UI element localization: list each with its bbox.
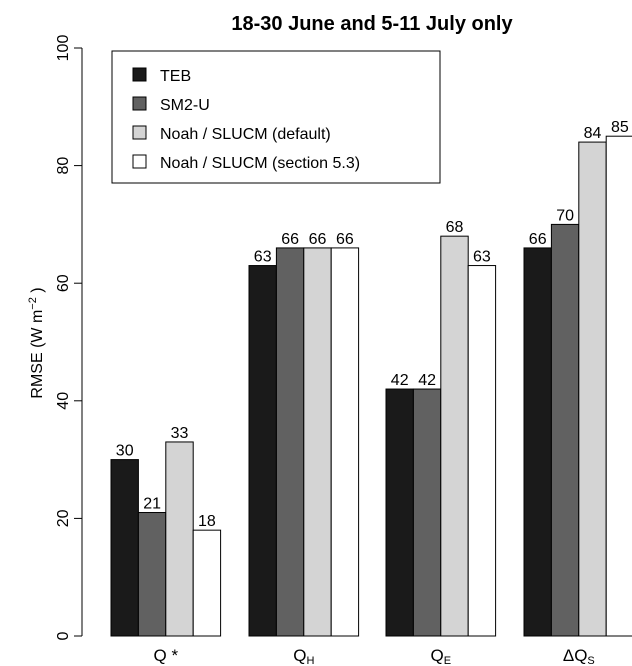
bar (578, 141, 607, 637)
x-category-label-sub: E (444, 655, 451, 666)
data-label: 30 (116, 443, 134, 460)
x-category-label-sub: H (306, 655, 314, 666)
legend-label: Noah / SLUCM (section 5.3) (160, 155, 360, 172)
x-category-label-sub: S (587, 655, 594, 666)
data-labels: 30 63 42 66 21 66 42 70 33 66 68 84 18 66 63 85 (116, 119, 629, 530)
data-label: 66 (281, 231, 299, 248)
legend-swatch (132, 96, 147, 111)
x-category-label-prefix: Δ (563, 646, 574, 665)
legend-swatch (132, 154, 147, 169)
y-tick-label: 60 (55, 274, 72, 292)
x-category-label: Q * (154, 646, 179, 665)
bar (412, 388, 442, 637)
bar (248, 265, 277, 637)
data-label: 85 (611, 119, 629, 136)
data-label: 68 (446, 219, 464, 236)
data-label: 42 (418, 372, 436, 389)
bar (440, 235, 469, 637)
legend-label: SM2-U (160, 97, 210, 114)
bar (385, 388, 414, 637)
y-axis: 0 20 40 60 80 100 (55, 35, 83, 640)
legend: TEB SM2-U Noah / SLUCM (default) Noah / SLU… (111, 50, 441, 184)
x-axis: Q * QH QE ΔQS (154, 646, 595, 666)
y-tick-label: 100 (55, 35, 72, 62)
bar (605, 135, 632, 637)
y-axis-label: RMSE (W m−2 ) (27, 287, 46, 398)
data-label: 66 (529, 231, 547, 248)
bar (330, 247, 360, 637)
data-label: 66 (336, 231, 354, 248)
bars (110, 135, 632, 637)
x-category-label-suffix: * (167, 646, 179, 665)
x-category-label-main: Q (574, 646, 587, 665)
data-label: 18 (198, 513, 216, 530)
x-category-label-main: Q (293, 646, 306, 665)
bar (550, 223, 580, 637)
legend-box (111, 50, 441, 184)
bar (467, 265, 497, 637)
y-tick-label: 20 (55, 509, 72, 527)
y-tick-label: 0 (55, 631, 72, 640)
x-category-label: ΔQS (563, 646, 595, 666)
data-label: 33 (171, 425, 189, 442)
bar (275, 247, 305, 637)
x-category-label-main: Q (154, 646, 167, 665)
y-tick-label: 80 (55, 157, 72, 175)
data-label: 63 (473, 249, 491, 266)
bar (303, 247, 332, 637)
y-tick-label: 40 (55, 392, 72, 410)
legend-label: Noah / SLUCM (default) (160, 126, 331, 143)
y-axis-label-text: RMSE (W m (29, 310, 46, 399)
bar (523, 247, 552, 637)
legend-swatch (132, 67, 147, 82)
legend-swatch (132, 125, 147, 140)
data-label: 42 (391, 372, 409, 389)
data-label: 66 (309, 231, 327, 248)
data-label: 70 (556, 207, 574, 224)
bar (110, 459, 139, 637)
data-label: 63 (254, 249, 272, 266)
chart-title: 18-30 June and 5-11 July only (231, 13, 513, 35)
x-category-label: QH (293, 646, 314, 666)
x-category-label-main: Q (431, 646, 444, 665)
bar (137, 512, 167, 637)
data-label: 21 (143, 496, 161, 513)
y-axis-label-close: ) (29, 287, 46, 297)
y-axis-label-exponent: −2 (27, 297, 39, 310)
bar (165, 441, 194, 637)
legend-label: TEB (160, 68, 191, 85)
bar (192, 529, 222, 637)
x-category-label: QE (431, 646, 452, 666)
data-label: 84 (584, 125, 602, 142)
